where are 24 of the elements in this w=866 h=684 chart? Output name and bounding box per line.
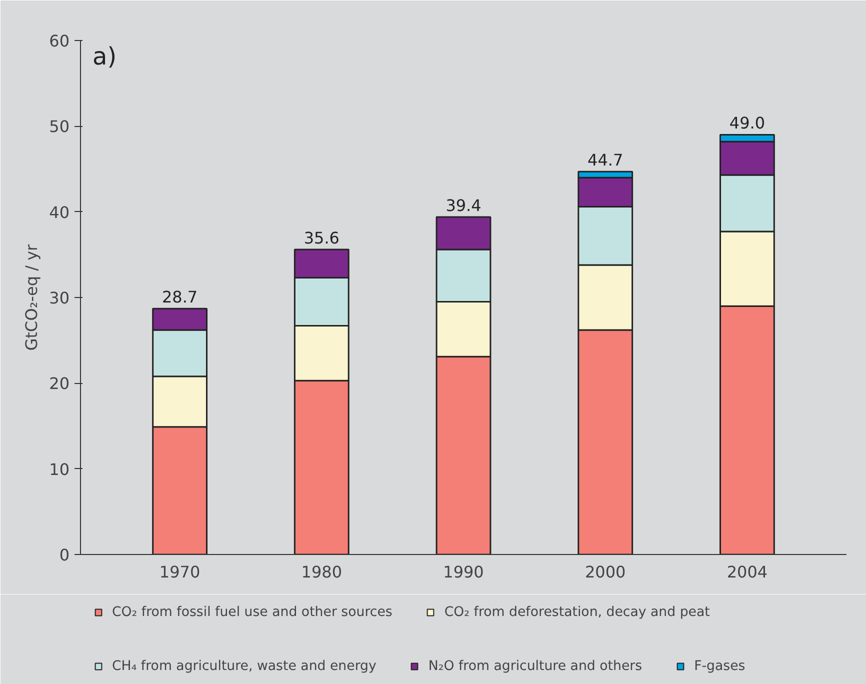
x-tick-label: 2000 [584,562,626,582]
legend-label: CO₂ from fossil fuel use and other sources [112,604,392,620]
y-tick-label: 20 [49,374,70,394]
y-tick-label: 40 [49,202,70,222]
total-label: 39.4 [446,196,482,215]
y-tick-label: 60 [49,32,70,50]
x-tick-label: 1980 [301,562,342,582]
y-tick-label: 10 [49,460,70,479]
total-label: 28.7 [162,288,198,307]
annotation: a) [92,42,117,70]
x-tick-label: 1970 [159,562,200,582]
total-label: 44.7 [588,150,624,170]
y-tick-label: 50 [49,117,70,136]
y-axis-title: GtCO₂-eq / yr [22,244,42,351]
legend-label: CH₄ from agriculture, waste and energy [112,658,376,674]
legend-label: F-gases [694,658,746,674]
legend-label: N₂O from agriculture and others [428,658,642,674]
legend-label: CO₂ from deforestation, decay and peat [444,604,710,620]
total-label: 35.6 [304,228,340,248]
total-label: 49.0 [729,114,766,133]
y-tick-label: 0 [59,546,70,564]
x-tick-label: 1990 [443,562,484,582]
x-tick-label: 2004 [726,562,768,582]
y-tick-label: 30 [49,288,70,308]
